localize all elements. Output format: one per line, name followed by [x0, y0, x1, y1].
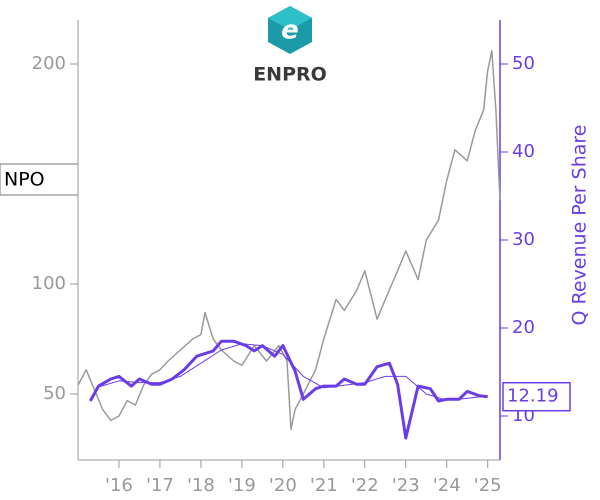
- y2-tick-label: 50: [512, 53, 535, 74]
- logo-glyph: e: [281, 16, 299, 46]
- y-tick-label: 50: [43, 383, 66, 404]
- logo-text: ENPRO: [253, 64, 327, 86]
- x-tick-label: '16: [105, 475, 133, 496]
- x-tick-label: '17: [146, 475, 174, 496]
- y2-axis-label: Q Revenue Per Share: [569, 125, 591, 326]
- series-line: [98, 343, 488, 401]
- logo: e ENPRO: [253, 6, 327, 86]
- x-tick-label: '18: [187, 475, 215, 496]
- value-label: 12.19: [507, 386, 559, 407]
- series-line: [77, 50, 501, 430]
- ticker: NPO: [4, 169, 45, 191]
- x-tick-label: '20: [269, 475, 297, 496]
- x-tick-label: '19: [228, 475, 256, 496]
- logo-icon-top: [268, 6, 312, 30]
- ticker-box: [0, 163, 79, 196]
- series-line: [88, 339, 488, 440]
- y2-tick-label: 40: [512, 141, 535, 162]
- y-tick-label: 200: [32, 53, 66, 74]
- value-label-box: [502, 381, 571, 412]
- y-tick-label: 100: [32, 273, 66, 294]
- y2-tick-label: 20: [512, 317, 535, 338]
- y2-tick-label: 30: [512, 229, 535, 250]
- x-tick-label: '24: [433, 475, 461, 496]
- x-tick-label: '23: [392, 475, 420, 496]
- x-tick-label: '22: [351, 475, 379, 496]
- x-tick-label: '25: [474, 475, 502, 496]
- x-tick-label: '21: [310, 475, 338, 496]
